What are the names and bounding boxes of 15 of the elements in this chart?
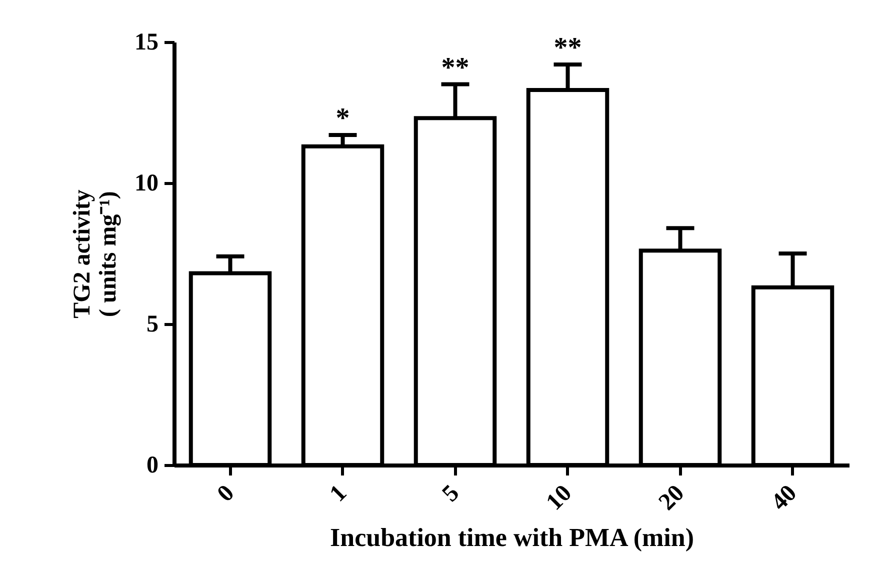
annotation: * <box>336 103 350 134</box>
x-axis-title: Incubation time with PMA (min) <box>330 522 694 552</box>
annotation: ** <box>441 52 470 84</box>
x-tick-label: 5 <box>438 480 464 508</box>
x-tick-label: 40 <box>766 480 802 516</box>
y-axis-title: TG2 activity ( units mg⁻¹) <box>70 190 122 318</box>
y-tick-label: 15 <box>134 30 158 56</box>
annotation: ** <box>554 32 582 64</box>
y-tick-label: 0 <box>146 452 158 478</box>
x-tick-label: 20 <box>654 480 690 516</box>
x-tick-label: 0 <box>212 480 240 508</box>
y-tick-label: 10 <box>134 170 158 196</box>
x-tick-label: 10 <box>542 480 577 516</box>
x-tick-label: 1 <box>325 480 352 508</box>
y-tick-label: 5 <box>146 312 158 338</box>
